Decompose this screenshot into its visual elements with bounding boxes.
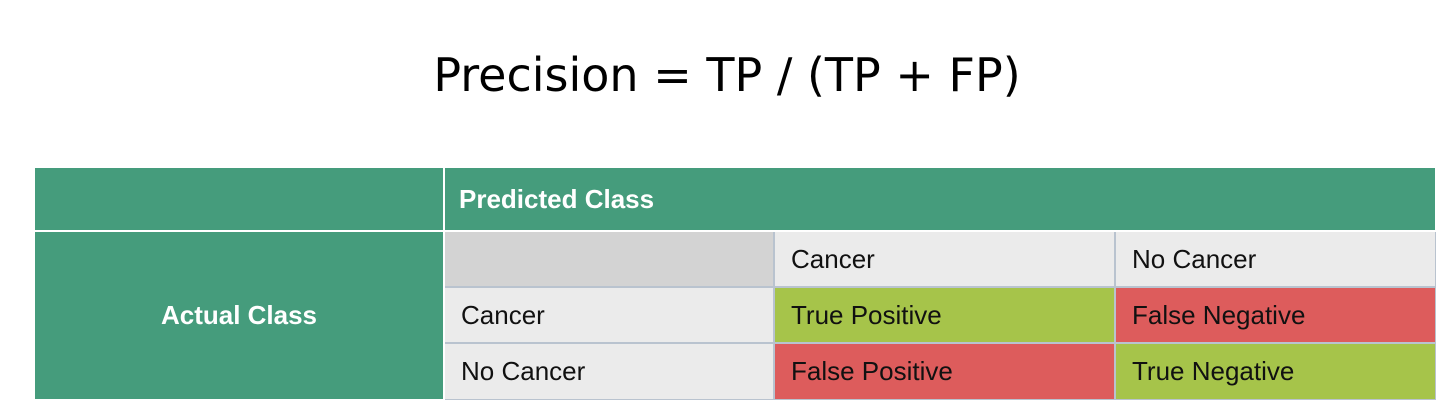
- false-negative-cell: False Negative: [1116, 288, 1435, 342]
- row-label-cancer: Cancer: [445, 288, 773, 342]
- column-label-no-cancer: No Cancer: [1116, 232, 1435, 286]
- grid-separator: [445, 286, 1435, 288]
- matrix-corner-header: [35, 168, 443, 230]
- true-negative-cell: True Negative: [1116, 344, 1435, 399]
- grid-separator: [445, 342, 1435, 344]
- true-positive-cell: True Positive: [775, 288, 1114, 342]
- grid-separator: [773, 232, 775, 399]
- predicted-class-header: Predicted Class: [445, 168, 1435, 230]
- precision-formula: Precision = TP / (TP + FP): [433, 48, 1021, 102]
- matrix-blank-corner: [445, 232, 773, 286]
- actual-class-header: Actual Class: [35, 232, 443, 399]
- row-label-no-cancer: No Cancer: [445, 344, 773, 399]
- column-label-cancer: Cancer: [775, 232, 1114, 286]
- grid-separator: [445, 399, 1435, 400]
- grid-separator: [1114, 232, 1116, 399]
- grid-separator: [1435, 232, 1436, 400]
- false-positive-cell: False Positive: [775, 344, 1114, 399]
